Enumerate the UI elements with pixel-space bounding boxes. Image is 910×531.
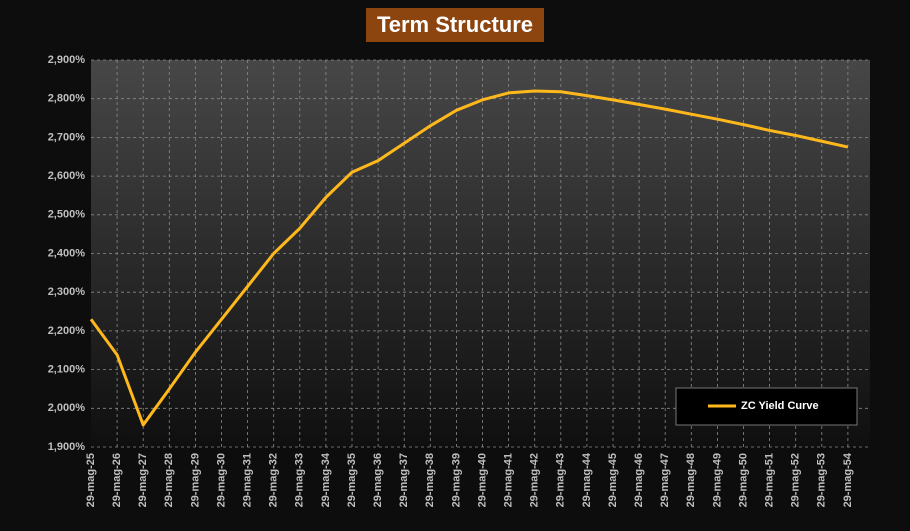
y-tick-label: 2,500%	[48, 209, 86, 221]
x-tick-label: 29-mag-32	[268, 453, 280, 507]
x-tick-label: 29-mag-34	[320, 452, 332, 507]
x-tick-label: 29-mag-26	[111, 453, 123, 507]
x-tick-label: 29-mag-40	[476, 453, 488, 507]
x-tick-label: 29-mag-53	[816, 453, 828, 507]
x-tick-label: 29-mag-31	[242, 453, 254, 507]
x-tick-label: 29-mag-54	[842, 452, 854, 507]
y-tick-label: 2,000%	[48, 402, 86, 414]
x-tick-label: 29-mag-39	[450, 453, 462, 507]
x-tick-label: 29-mag-38	[424, 453, 436, 507]
x-tick-label: 29-mag-47	[659, 453, 671, 507]
x-tick-label: 29-mag-43	[555, 453, 567, 507]
x-tick-label: 29-mag-29	[189, 453, 201, 507]
x-tick-label: 29-mag-44	[581, 452, 593, 507]
x-tick-label: 29-mag-50	[737, 453, 749, 507]
title-box	[366, 8, 544, 42]
x-tick-label: 29-mag-45	[607, 453, 619, 507]
y-tick-label: 2,300%	[48, 286, 86, 298]
x-tick-label: 29-mag-35	[346, 453, 358, 507]
y-tick-label: 2,900%	[48, 54, 86, 66]
y-tick-label: 2,400%	[48, 247, 86, 259]
line	[89, 89, 849, 427]
x-tick-label: 29-mag-33	[294, 453, 306, 507]
x-tick-label: 29-mag-27	[137, 453, 149, 507]
x-tick-label: 29-mag-46	[633, 453, 645, 507]
x-tick-label: 29-mag-48	[685, 453, 697, 507]
x-tick-label: 29-mag-25	[85, 453, 97, 507]
x-tick-label: 29-mag-52	[790, 453, 802, 507]
x-tick-label: 29-mag-41	[503, 453, 515, 507]
legend-label: ZC Yield Curve	[741, 400, 819, 412]
x-tick-label: 29-mag-37	[398, 453, 410, 507]
y-tick-label: 1,900%	[48, 441, 86, 453]
y-tick-label: 2,800%	[48, 93, 86, 105]
x-tick-label: 29-mag-51	[764, 453, 776, 507]
x-tick-label: 29-mag-49	[711, 453, 723, 507]
legend	[675, 387, 858, 426]
y-tick-label: 2,200%	[48, 325, 86, 337]
y-tick-label: 2,700%	[48, 131, 86, 143]
x-tick-label: 29-mag-30	[215, 453, 227, 507]
x-tick-label: 29-mag-36	[372, 453, 384, 507]
x-tick-label: 29-mag-28	[163, 453, 175, 507]
x-tick-label: 29-mag-42	[529, 453, 541, 507]
y-tick-label: 2,100%	[48, 364, 86, 376]
chart-title: Term Structure	[377, 12, 533, 37]
y-tick-label: 2,600%	[48, 170, 86, 182]
